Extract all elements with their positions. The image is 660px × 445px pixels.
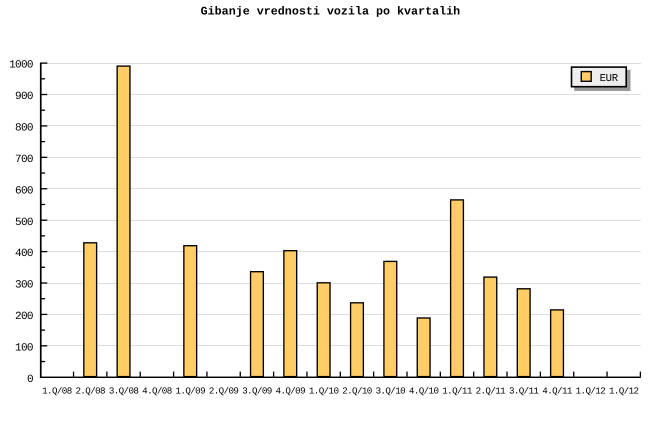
svg-text:600: 600 xyxy=(15,185,33,197)
svg-text:0: 0 xyxy=(27,374,33,386)
svg-text:4.Q/10: 4.Q/10 xyxy=(409,385,439,396)
svg-text:900: 900 xyxy=(15,91,33,103)
svg-text:1000: 1000 xyxy=(9,60,33,72)
svg-text:2.Q/11: 2.Q/11 xyxy=(476,385,507,396)
svg-text:800: 800 xyxy=(15,123,33,135)
svg-text:3.Q/08: 3.Q/08 xyxy=(109,385,139,396)
svg-text:3.Q/09: 3.Q/09 xyxy=(242,385,272,396)
svg-text:100: 100 xyxy=(15,342,33,354)
svg-text:2.Q/09: 2.Q/09 xyxy=(209,385,239,396)
svg-text:Gibanje vrednosti vozila po kv: Gibanje vrednosti vozila po kvartalih xyxy=(201,4,461,18)
svg-text:700: 700 xyxy=(15,154,33,166)
svg-text:3.Q/10: 3.Q/10 xyxy=(376,385,406,396)
svg-text:2.Q/08: 2.Q/08 xyxy=(75,385,105,396)
svg-text:1.Q/10: 1.Q/10 xyxy=(309,385,339,396)
svg-text:200: 200 xyxy=(15,311,33,323)
svg-text:1.Q/09: 1.Q/09 xyxy=(176,385,206,396)
svg-text:3.Q/11: 3.Q/11 xyxy=(509,385,540,396)
svg-text:4.Q/08: 4.Q/08 xyxy=(142,385,172,396)
svg-text:EUR: EUR xyxy=(600,73,619,85)
svg-text:4.Q/09: 4.Q/09 xyxy=(276,385,306,396)
svg-text:1.Q/12: 1.Q/12 xyxy=(576,385,606,396)
svg-text:1.Q/11: 1.Q/11 xyxy=(442,385,473,396)
svg-text:2.Q/10: 2.Q/10 xyxy=(342,385,372,396)
svg-text:4.Q/11: 4.Q/11 xyxy=(542,385,573,396)
svg-text:400: 400 xyxy=(15,248,33,260)
svg-text:1.Q/08: 1.Q/08 xyxy=(42,385,72,396)
svg-text:300: 300 xyxy=(15,280,33,292)
svg-text:1.Q/12: 1.Q/12 xyxy=(609,385,639,396)
svg-text:500: 500 xyxy=(15,217,33,229)
